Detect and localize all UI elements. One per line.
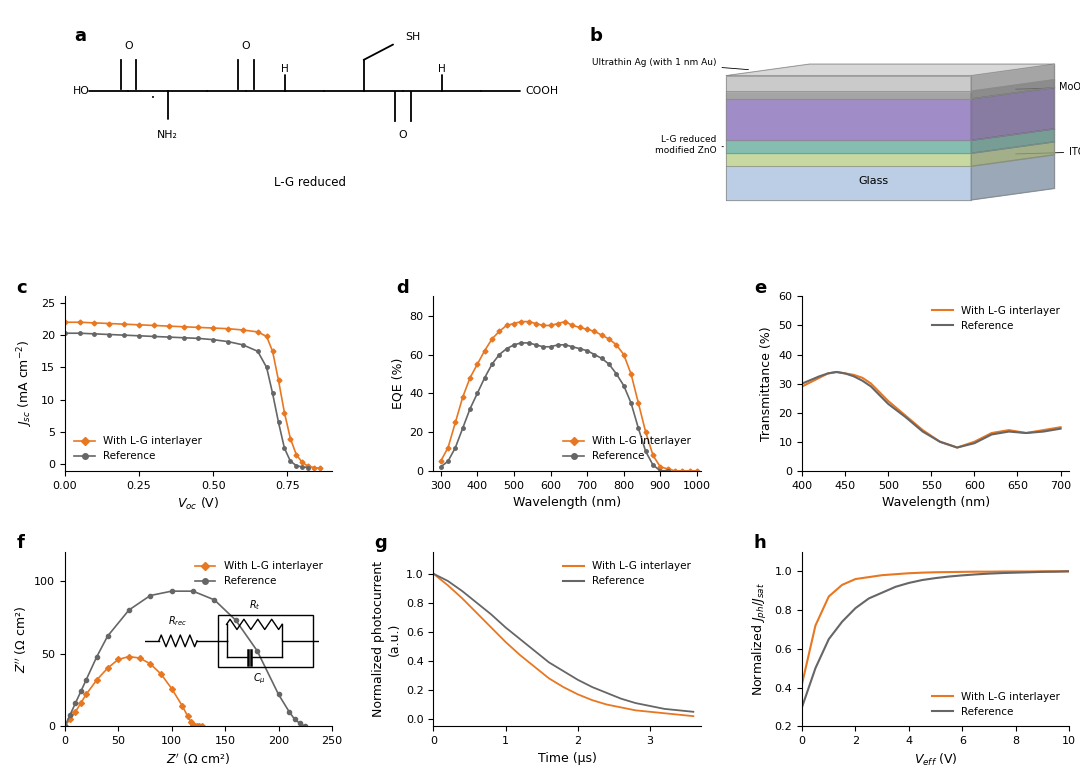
Polygon shape — [726, 99, 971, 141]
Y-axis label: Normalized $J_{ph}/J_{sat}$: Normalized $J_{ph}/J_{sat}$ — [751, 583, 769, 696]
Text: b: b — [589, 27, 602, 45]
Text: HO: HO — [72, 86, 90, 95]
Y-axis label: Normalized photocurrent
(a.u.): Normalized photocurrent (a.u.) — [373, 561, 401, 717]
Polygon shape — [971, 129, 1054, 153]
Polygon shape — [726, 76, 971, 91]
Text: L-G reduced: L-G reduced — [273, 177, 346, 189]
Polygon shape — [971, 80, 1054, 99]
Text: f: f — [16, 534, 25, 552]
Legend: With L-G interlayer, Reference: With L-G interlayer, Reference — [928, 687, 1064, 721]
Text: Ultrathin Ag (with 1 nm Au): Ultrathin Ag (with 1 nm Au) — [592, 58, 748, 70]
Polygon shape — [971, 87, 1054, 141]
Text: MoO₃: MoO₃ — [1015, 82, 1080, 92]
Text: e: e — [754, 279, 766, 297]
Y-axis label: EQE (%): EQE (%) — [391, 358, 404, 409]
Text: L-G reduced
modified ZnO: L-G reduced modified ZnO — [654, 135, 724, 155]
Polygon shape — [971, 142, 1054, 166]
Y-axis label: Transmittance (%): Transmittance (%) — [759, 326, 772, 441]
Text: ITO: ITO — [1015, 147, 1080, 157]
Text: c: c — [16, 279, 27, 297]
Text: •: • — [151, 95, 156, 102]
Legend: With L-G interlayer, Reference: With L-G interlayer, Reference — [70, 432, 206, 465]
Polygon shape — [726, 141, 971, 153]
Polygon shape — [726, 64, 1054, 76]
Text: COOH: COOH — [525, 86, 558, 95]
X-axis label: $V_{eff}$ (V): $V_{eff}$ (V) — [914, 751, 958, 768]
Y-axis label: $Z''$ (Ω cm²): $Z''$ (Ω cm²) — [13, 605, 28, 672]
Polygon shape — [971, 155, 1054, 200]
X-axis label: Wavelength (nm): Wavelength (nm) — [881, 496, 989, 509]
Text: d: d — [396, 279, 409, 297]
Text: g: g — [375, 534, 388, 552]
Text: H: H — [438, 65, 446, 74]
Text: h: h — [754, 534, 767, 552]
Polygon shape — [726, 91, 971, 99]
Text: Photoactive
layer: Photoactive layer — [847, 105, 917, 127]
X-axis label: Wavelength (nm): Wavelength (nm) — [513, 496, 621, 509]
Polygon shape — [726, 153, 971, 166]
X-axis label: $V_{oc}$ (V): $V_{oc}$ (V) — [177, 496, 219, 512]
Legend: With L-G interlayer, Reference: With L-G interlayer, Reference — [559, 432, 696, 465]
Legend: With L-G interlayer, Reference: With L-G interlayer, Reference — [190, 557, 327, 590]
Legend: With L-G interlayer, Reference: With L-G interlayer, Reference — [559, 557, 696, 590]
Polygon shape — [726, 166, 971, 200]
Text: a: a — [75, 27, 86, 45]
Text: Glass: Glass — [859, 177, 889, 186]
Legend: With L-G interlayer, Reference: With L-G interlayer, Reference — [928, 301, 1064, 335]
Text: SH: SH — [405, 32, 420, 42]
Text: O: O — [399, 130, 407, 140]
X-axis label: $Z'$ (Ω cm²): $Z'$ (Ω cm²) — [166, 751, 231, 767]
Text: H: H — [282, 65, 289, 74]
Polygon shape — [971, 64, 1054, 91]
Y-axis label: $J_{sc}$ (mA cm$^{-2}$): $J_{sc}$ (mA cm$^{-2}$) — [16, 340, 36, 427]
Text: NH₂: NH₂ — [158, 130, 178, 140]
Text: O: O — [124, 41, 133, 52]
X-axis label: Time (μs): Time (μs) — [538, 751, 596, 765]
Text: O: O — [242, 41, 251, 52]
